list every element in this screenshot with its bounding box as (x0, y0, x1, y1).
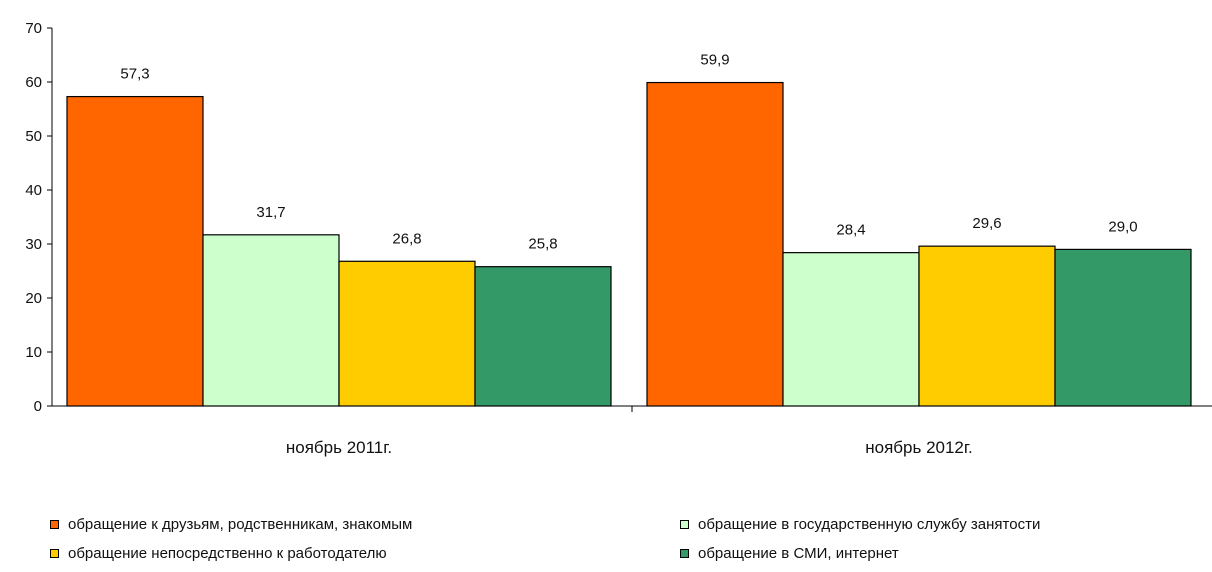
bar (646, 81, 784, 407)
bar-value-label: 28,4 (836, 222, 865, 239)
bar-value-label: 29,6 (972, 215, 1001, 232)
category-labels: ноябрь 2011г. ноябрь 2012г. (286, 438, 973, 457)
bar (782, 252, 920, 407)
bar (202, 234, 340, 407)
bar-value-label: 57,3 (120, 66, 149, 83)
y-tick-label: 60 (25, 74, 42, 91)
bar-value-label: 29,0 (1108, 218, 1137, 235)
y-tick-label: 10 (25, 344, 42, 361)
y-tick-label: 50 (25, 128, 42, 145)
bar-labels: 57,3 31,7 26,8 25,8 59,9 28,4 29,6 29,0 (120, 52, 1137, 253)
bar (338, 260, 476, 407)
bar-value-label: 59,9 (700, 52, 729, 69)
y-tick-label: 20 (25, 290, 42, 307)
category-label: ноябрь 2011г. (286, 438, 392, 457)
y-tick-label: 30 (25, 236, 42, 253)
y-axis: 0 10 20 30 40 50 60 70 (25, 20, 53, 415)
bar-value-label: 25,8 (528, 236, 557, 253)
bar (474, 266, 612, 407)
bar-value-label: 26,8 (392, 230, 421, 247)
bar-value-label: 31,7 (256, 204, 285, 221)
x-axis (52, 405, 1212, 412)
bar (1054, 248, 1192, 407)
y-tick-label: 0 (34, 398, 42, 415)
bar (66, 95, 204, 407)
y-tick-label: 40 (25, 182, 42, 199)
bars (66, 81, 1192, 407)
category-label: ноябрь 2012г. (865, 438, 973, 457)
y-tick-label: 70 (25, 20, 42, 37)
bar (918, 245, 1056, 407)
